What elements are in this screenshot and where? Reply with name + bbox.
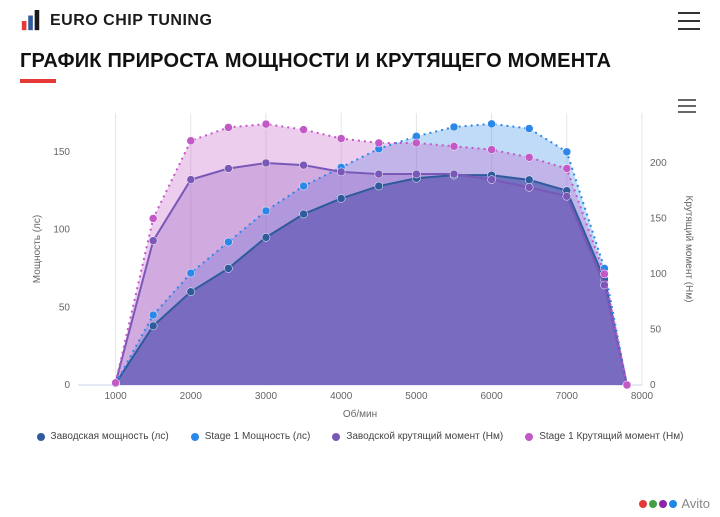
- menu-icon[interactable]: [678, 12, 700, 30]
- svg-text:Об/мин: Об/мин: [343, 408, 377, 420]
- svg-text:0: 0: [64, 380, 70, 391]
- chart-container: 1000200030004000500060007000800005010015…: [20, 95, 700, 425]
- page-title-block: ГРАФИК ПРИРОСТА МОЩНОСТИ И КРУТЯЩЕГО МОМ…: [0, 38, 720, 87]
- svg-text:Мощность (лс): Мощность (лс): [32, 215, 43, 283]
- svg-text:4000: 4000: [330, 391, 353, 402]
- svg-text:150: 150: [53, 147, 70, 158]
- svg-text:3000: 3000: [255, 391, 278, 402]
- legend-marker-icon: [37, 433, 45, 441]
- page-title: ГРАФИК ПРИРОСТА МОЩНОСТИ И КРУТЯЩЕГО МОМ…: [20, 50, 700, 73]
- svg-text:1000: 1000: [104, 391, 127, 402]
- svg-text:2000: 2000: [180, 391, 203, 402]
- legend-item[interactable]: Заводская мощность (лс): [37, 431, 169, 442]
- svg-text:Крутящий момент (Нм): Крутящий момент (Нм): [683, 196, 694, 303]
- legend-label: Заводской крутящий момент (Нм): [346, 431, 503, 442]
- power-torque-chart: 1000200030004000500060007000800005010015…: [20, 95, 700, 425]
- logo[interactable]: EURO CHIP TUNING: [20, 10, 212, 32]
- svg-text:8000: 8000: [631, 391, 654, 402]
- svg-text:100: 100: [53, 225, 70, 236]
- legend-item[interactable]: Заводской крутящий момент (Нм): [332, 431, 503, 442]
- logo-bars-icon: [20, 10, 42, 32]
- chart-legend: Заводская мощность (лс) Stage 1 Мощность …: [0, 425, 720, 442]
- svg-text:0: 0: [650, 380, 656, 391]
- svg-text:50: 50: [650, 324, 662, 335]
- svg-text:5000: 5000: [405, 391, 428, 402]
- chart-menu-icon[interactable]: [678, 99, 696, 113]
- title-underline: [20, 79, 56, 83]
- svg-text:150: 150: [650, 213, 667, 224]
- svg-text:50: 50: [59, 302, 71, 313]
- svg-text:6000: 6000: [480, 391, 503, 402]
- legend-item[interactable]: Stage 1 Мощность (лс): [191, 431, 311, 442]
- svg-text:200: 200: [650, 158, 667, 169]
- legend-label: Stage 1 Мощность (лс): [205, 431, 311, 442]
- legend-marker-icon: [332, 433, 340, 441]
- legend-label: Stage 1 Крутящий момент (Нм): [539, 431, 683, 442]
- svg-text:7000: 7000: [556, 391, 579, 402]
- legend-item[interactable]: Stage 1 Крутящий момент (Нм): [525, 431, 683, 442]
- legend-marker-icon: [191, 433, 199, 441]
- legend-marker-icon: [525, 433, 533, 441]
- svg-text:100: 100: [650, 269, 667, 280]
- avito-dots-icon: [639, 500, 677, 508]
- logo-text: EURO CHIP TUNING: [50, 12, 212, 30]
- site-header: EURO CHIP TUNING: [0, 0, 720, 38]
- avito-watermark: Avito: [639, 496, 710, 511]
- avito-text: Avito: [681, 496, 710, 511]
- legend-label: Заводская мощность (лс): [51, 431, 169, 442]
